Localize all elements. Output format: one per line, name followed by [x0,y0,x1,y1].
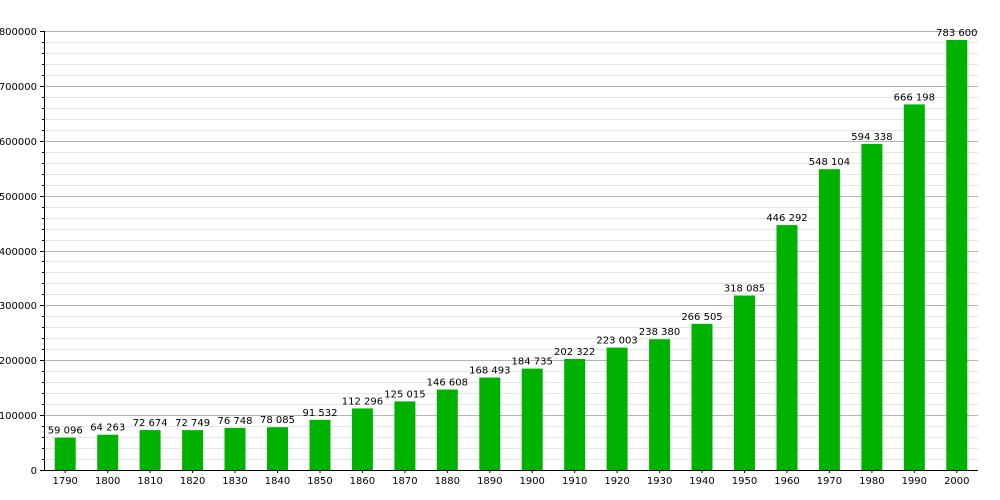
data-label-1800: 64 263 [90,423,125,434]
x-tick-label-1820: 1820 [180,476,205,487]
data-label-1970: 548 104 [809,157,850,168]
bar-1940 [691,323,713,470]
bar-1890 [479,377,501,470]
y-tick-label: 800000 [0,27,37,38]
y-tick-label: 500000 [0,192,37,203]
x-tick-label-1920: 1920 [604,476,629,487]
data-label-1810: 72 674 [133,418,168,429]
bar-1820 [182,430,204,470]
y-tick-label: 200000 [0,356,37,367]
data-label-1950: 318 085 [724,284,765,295]
data-label-1860: 112 296 [342,396,383,407]
x-tick-label-1850: 1850 [307,476,332,487]
x-tick-label-1950: 1950 [732,476,757,487]
bar-1800 [97,434,119,470]
bar-1960 [776,225,798,470]
x-tick-label-2000: 2000 [944,476,969,487]
data-label-1890: 168 493 [469,366,510,377]
bar-1970 [818,169,840,470]
data-label-1910: 202 322 [554,347,595,358]
bar-1880 [436,389,458,470]
data-label-1960: 446 292 [766,213,807,224]
bar-1860 [351,408,373,470]
x-tick-label-1860: 1860 [350,476,375,487]
data-label-1920: 223 003 [596,336,637,347]
bar-1910 [564,359,586,470]
data-labels: 59 096 64 263 72 674 72 749 76 748 78 085 91 5… [48,28,978,437]
x-tick-label-1990: 1990 [902,476,927,487]
y-tick-label: 700000 [0,82,37,93]
x-tick-label-1810: 1810 [137,476,162,487]
bars [54,40,968,471]
data-label-1880: 146 608 [427,378,468,389]
bar-2000 [946,40,968,470]
x-tick-label-1880: 1880 [435,476,460,487]
bar-1850 [309,419,331,470]
data-label-1790: 59 096 [48,426,83,437]
bar-1810 [139,430,161,470]
x-tick-label-1960: 1960 [774,476,799,487]
data-label-1930: 238 380 [639,327,680,338]
x-tick-label-1790: 1790 [52,476,77,487]
bar-1830 [224,427,246,470]
x-tick-label-1890: 1890 [477,476,502,487]
data-label-1830: 76 748 [218,416,253,427]
data-label-1990: 666 198 [894,92,935,103]
data-label-1940: 266 505 [681,312,722,323]
data-label-1870: 125 015 [384,389,425,400]
x-tick-label-1830: 1830 [222,476,247,487]
data-label-1840: 78 085 [260,415,295,426]
bar-1870 [394,401,416,470]
x-tick-label-1940: 1940 [689,476,714,487]
x-tick-label-1980: 1980 [859,476,884,487]
y-tick-label: 400000 [0,247,37,258]
x-tick-label-1910: 1910 [562,476,587,487]
data-label-2000: 783 600 [936,28,977,39]
bar-1980 [861,143,883,470]
bar-1790 [54,437,76,470]
data-label-1850: 91 532 [303,408,338,419]
bar-1900 [521,368,543,470]
y-tick-label: 600000 [0,137,37,148]
x-tick-label-1800: 1800 [95,476,120,487]
y-tick-label: 300000 [0,301,37,312]
data-label-1980: 594 338 [851,132,892,143]
x-tick-label-1870: 1870 [392,476,417,487]
bar-1950 [734,295,755,470]
x-tick-label-1970: 1970 [817,476,842,487]
data-label-1900: 184 735 [512,357,553,368]
bar-1930 [649,339,671,470]
bar-1840 [267,427,288,470]
bar-1920 [606,347,628,470]
x-tick-label-1840: 1840 [265,476,290,487]
y-tick-label: 0 [31,466,37,477]
y-tick-label: 100000 [0,411,37,422]
x-tick-label-1930: 1930 [647,476,672,487]
axes: 0 100000 200000 300000 400000 500000 600000 700… [0,27,978,487]
x-tick-label-1900: 1900 [519,476,544,487]
bar-1990 [903,104,925,471]
data-label-1820: 72 749 [175,418,210,429]
